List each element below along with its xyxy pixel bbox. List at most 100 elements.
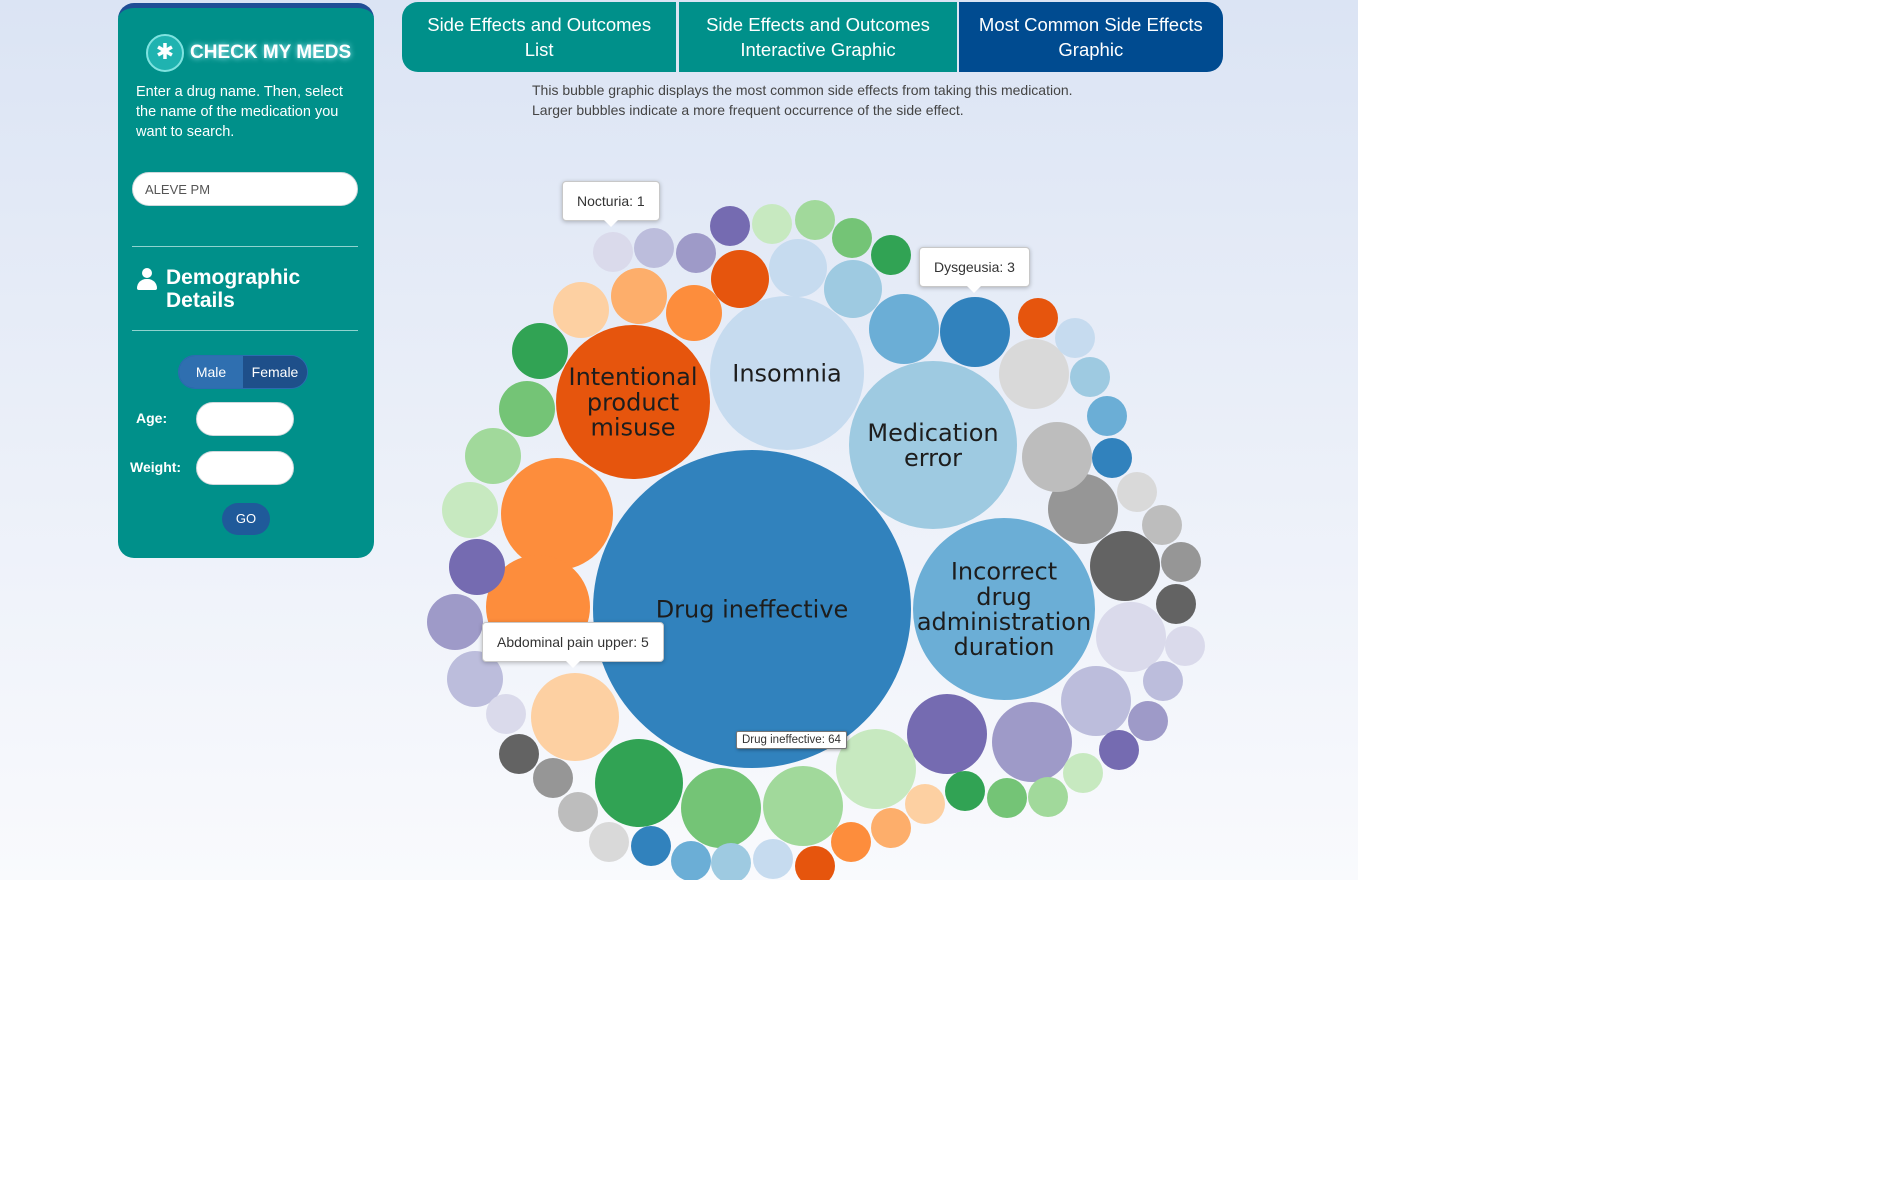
demographic-title: Demographic Details (166, 266, 301, 312)
tooltip-dysgeusia: Dysgeusia: 3 (919, 247, 1030, 293)
bubble[interactable] (1156, 584, 1196, 624)
tooltip-drug-ineffective: Drug ineffective: 64 (736, 731, 847, 749)
bubble[interactable] (869, 294, 939, 364)
bubble-drug-ineffective[interactable] (593, 450, 911, 768)
drug-search-input[interactable] (132, 172, 358, 206)
bubble[interactable] (1142, 505, 1182, 545)
bubble[interactable] (987, 778, 1027, 818)
bubble-medication-error[interactable] (849, 361, 1017, 529)
age-input[interactable] (196, 402, 294, 436)
bubble[interactable] (905, 784, 945, 824)
graphic-description: This bubble graphic displays the most co… (532, 82, 1073, 118)
bubble[interactable] (824, 260, 882, 318)
bubble[interactable] (871, 808, 911, 848)
bubble[interactable] (1092, 438, 1132, 478)
bubble[interactable] (752, 204, 792, 244)
tooltip-abdominal-pain-upper: Abdominal pain upper: 5 (482, 622, 664, 668)
bubble[interactable] (992, 702, 1072, 782)
bubble[interactable] (940, 297, 1010, 367)
bubble[interactable] (1028, 777, 1068, 817)
search-instructions: Enter a drug name. Then, select the name… (136, 84, 343, 140)
bubble[interactable] (531, 673, 619, 761)
bubble[interactable] (553, 282, 609, 338)
bubble[interactable] (1143, 661, 1183, 701)
bubble[interactable] (501, 458, 613, 570)
bubble[interactable] (945, 771, 985, 811)
tab-common-side-effects-graphic[interactable]: Most Common Side Effects Graphic (958, 2, 1223, 72)
bubble[interactable] (763, 766, 843, 846)
logo-text: CHECK MY MEDS (190, 42, 352, 63)
bubble-label: Medication error (867, 419, 998, 472)
bubble[interactable] (871, 235, 911, 275)
gender-toggle: Male Female (178, 355, 308, 389)
bubble[interactable] (1055, 318, 1095, 358)
bubble[interactable] (831, 822, 871, 862)
bubble[interactable] (795, 200, 835, 240)
tab-side-effects-list[interactable]: Side Effects and Outcomes List (402, 2, 677, 72)
bubble[interactable] (681, 768, 761, 848)
bubble[interactable] (795, 846, 835, 880)
bubble[interactable] (710, 206, 750, 246)
bubble[interactable] (449, 539, 505, 595)
bubble[interactable] (666, 285, 722, 341)
bubble-label: Intentional product misuse (568, 363, 697, 441)
bubble[interactable] (499, 381, 555, 437)
bubble[interactable] (447, 651, 503, 707)
bubble[interactable] (486, 694, 526, 734)
bubble[interactable] (1090, 531, 1160, 601)
bubble[interactable] (499, 734, 539, 774)
bubble[interactable] (634, 228, 674, 268)
bubble[interactable] (512, 323, 568, 379)
bubble[interactable] (1096, 602, 1166, 672)
bubble[interactable] (611, 268, 667, 324)
bubble[interactable] (1087, 396, 1127, 436)
bubble[interactable] (631, 826, 671, 866)
bubble[interactable] (1117, 472, 1157, 512)
bubble[interactable] (593, 232, 633, 272)
bubble[interactable] (671, 841, 711, 880)
gender-female-button[interactable]: Female (243, 356, 307, 388)
bubble[interactable] (907, 694, 987, 774)
bubble[interactable] (1061, 666, 1131, 736)
bubble[interactable] (1099, 730, 1139, 770)
bubble[interactable] (836, 729, 916, 809)
bubble[interactable] (1048, 474, 1118, 544)
age-label: Age: (136, 410, 168, 426)
bubble-chart: Drug ineffective Incorrect drug administrat… (427, 200, 1205, 880)
bubble[interactable] (442, 482, 498, 538)
bubble[interactable] (1128, 701, 1168, 741)
bubble[interactable] (533, 758, 573, 798)
weight-input[interactable] (196, 451, 294, 485)
bubble[interactable] (558, 792, 598, 832)
tab-interactive-graphic[interactable]: Side Effects and Outcomes Interactive Gr… (679, 2, 957, 72)
bubble[interactable] (1070, 357, 1110, 397)
bubble-label: Incorrect drug administration duration (917, 558, 1091, 662)
demographic-header: Demographic Details (136, 266, 316, 312)
bubble[interactable] (769, 239, 827, 297)
bubble[interactable] (1165, 626, 1205, 666)
bubble[interactable] (1022, 422, 1092, 492)
bubble[interactable] (1018, 298, 1058, 338)
bubble[interactable] (1161, 542, 1201, 582)
bubble[interactable] (589, 822, 629, 862)
person-icon (136, 268, 158, 292)
divider (132, 246, 358, 247)
bubble[interactable] (427, 594, 483, 650)
bubble-intentional-product-misuse[interactable] (556, 325, 710, 479)
bubble[interactable] (999, 339, 1069, 409)
weight-label: Weight: (130, 459, 182, 475)
bubble-insomnia[interactable] (710, 296, 864, 450)
bubble[interactable] (676, 233, 716, 273)
bubble-label: Insomnia (732, 359, 841, 387)
bubble[interactable] (595, 739, 683, 827)
bubble-incorrect-drug-administration-duration[interactable] (913, 518, 1095, 700)
bubble[interactable] (832, 218, 872, 258)
bubble[interactable] (465, 428, 521, 484)
bubble[interactable] (753, 839, 793, 879)
logo[interactable]: ✱ CHECK MY MEDS (146, 34, 351, 72)
gender-male-button[interactable]: Male (179, 356, 243, 388)
bubble[interactable] (711, 250, 769, 308)
bubble[interactable] (711, 843, 751, 880)
go-button[interactable]: GO (222, 503, 270, 535)
bubble[interactable] (1063, 753, 1103, 793)
